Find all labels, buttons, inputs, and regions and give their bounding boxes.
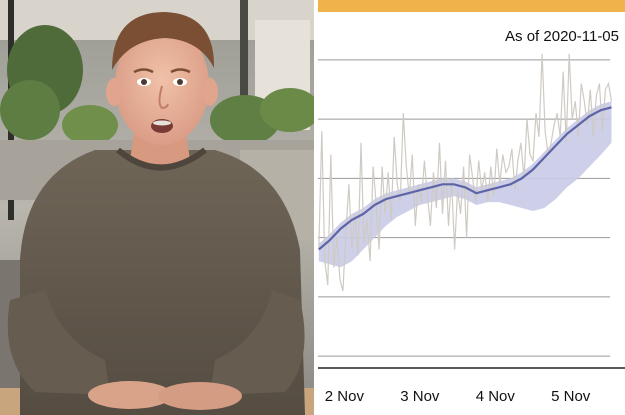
smoothed-series-line <box>318 106 612 251</box>
confidence-band <box>318 101 612 268</box>
chart-panel: 2 Nov 3 Nov 4 Nov 5 Nov As of 2020-11-05 <box>318 0 625 415</box>
portrait-photo <box>0 0 314 415</box>
x-tick-label: 5 Nov <box>551 388 591 405</box>
as-of-date-label: As of 2020-11-05 <box>505 28 619 45</box>
portrait-illustration <box>0 0 314 415</box>
x-tick-label: 4 Nov <box>476 388 516 405</box>
header-accent-bar <box>318 0 625 12</box>
panel-divider <box>314 0 318 415</box>
x-tick-label: 2 Nov <box>325 388 365 405</box>
raw-series-line <box>318 53 613 292</box>
x-tick-label: 3 Nov <box>400 388 440 405</box>
line-chart: 2 Nov 3 Nov 4 Nov 5 Nov <box>318 53 625 405</box>
